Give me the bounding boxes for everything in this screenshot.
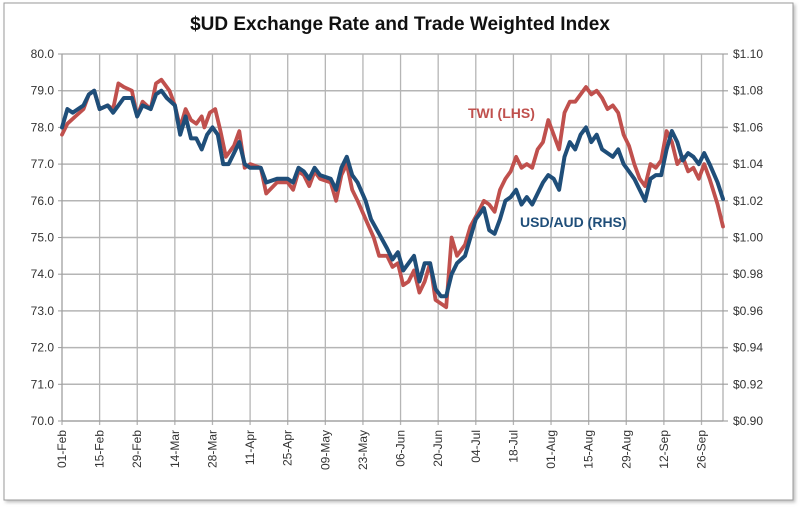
right-tick-label: $1.10 <box>733 47 763 61</box>
x-tick-label: 25-Apr <box>281 430 295 466</box>
gridlines <box>58 53 728 425</box>
right-axis: $0.90 $0.92 $0.94 $0.96 $0.98 $1.00 $1.02 $1.04… <box>733 47 763 428</box>
right-tick-label: $1.08 <box>733 84 763 98</box>
x-tick-label: 06-Jun <box>394 430 408 467</box>
twi-annotation: TWI (LHS) <box>468 105 535 121</box>
x-tick-label: 18-Jul <box>506 430 520 463</box>
right-tick-label: $1.06 <box>733 120 763 134</box>
right-tick-label: $1.02 <box>733 194 763 208</box>
left-tick-label: 74.0 <box>31 267 55 281</box>
right-tick-label: $1.04 <box>733 157 763 171</box>
left-tick-label: 80.0 <box>31 47 55 61</box>
series-lines <box>60 77 725 310</box>
x-tick-label: 29-Aug <box>619 430 633 469</box>
usdaud-line <box>60 88 725 299</box>
x-tick-label: 20-Jun <box>431 430 445 467</box>
x-tick-label: 01-Feb <box>55 430 69 468</box>
x-tick-label: 04-Jul <box>469 430 483 463</box>
left-tick-label: 76.0 <box>31 194 55 208</box>
right-tick-label: $0.96 <box>733 304 763 318</box>
left-tick-label: 72.0 <box>31 341 55 355</box>
x-tick-label: 26-Sep <box>695 430 709 469</box>
left-tick-label: 75.0 <box>31 231 55 245</box>
right-tick-label: $0.94 <box>733 341 763 355</box>
left-tick-label: 79.0 <box>31 84 55 98</box>
right-tick-label: $0.92 <box>733 377 763 391</box>
left-tick-label: 71.0 <box>31 377 55 391</box>
left-tick-label: 70.0 <box>31 414 55 428</box>
x-tick-label: 15-Feb <box>93 430 107 468</box>
left-axis: 70.0 71.0 72.0 73.0 74.0 75.0 76.0 77.0 78.0 79.0… <box>31 47 55 428</box>
left-tick-label: 73.0 <box>31 304 55 318</box>
x-tick-label: 01-Aug <box>544 430 558 469</box>
x-tick-label: 23-May <box>356 430 370 470</box>
right-tick-label: $0.90 <box>733 414 763 428</box>
x-tick-label: 12-Sep <box>657 430 671 469</box>
x-tick-label: 29-Feb <box>130 430 144 468</box>
x-tick-label: 11-Apr <box>243 430 257 465</box>
left-tick-label: 78.0 <box>31 120 55 134</box>
x-tick-label: 09-May <box>318 430 332 470</box>
x-tick-label: 14-Mar <box>168 430 182 468</box>
chart-title: $UD Exchange Rate and Trade Weighted Ind… <box>190 14 610 35</box>
x-axis: 01-Feb 15-Feb 29-Feb 14-Mar 28-Mar 11-Apr 25-A… <box>55 430 709 470</box>
x-tick-label: 28-Mar <box>205 430 219 468</box>
usdaud-annotation: USD/AUD (RHS) <box>520 214 627 230</box>
x-tick-label: 15-Aug <box>582 430 596 469</box>
right-tick-label: $0.98 <box>733 267 763 281</box>
left-tick-label: 77.0 <box>31 157 55 171</box>
right-tick-label: $1.00 <box>733 231 763 245</box>
